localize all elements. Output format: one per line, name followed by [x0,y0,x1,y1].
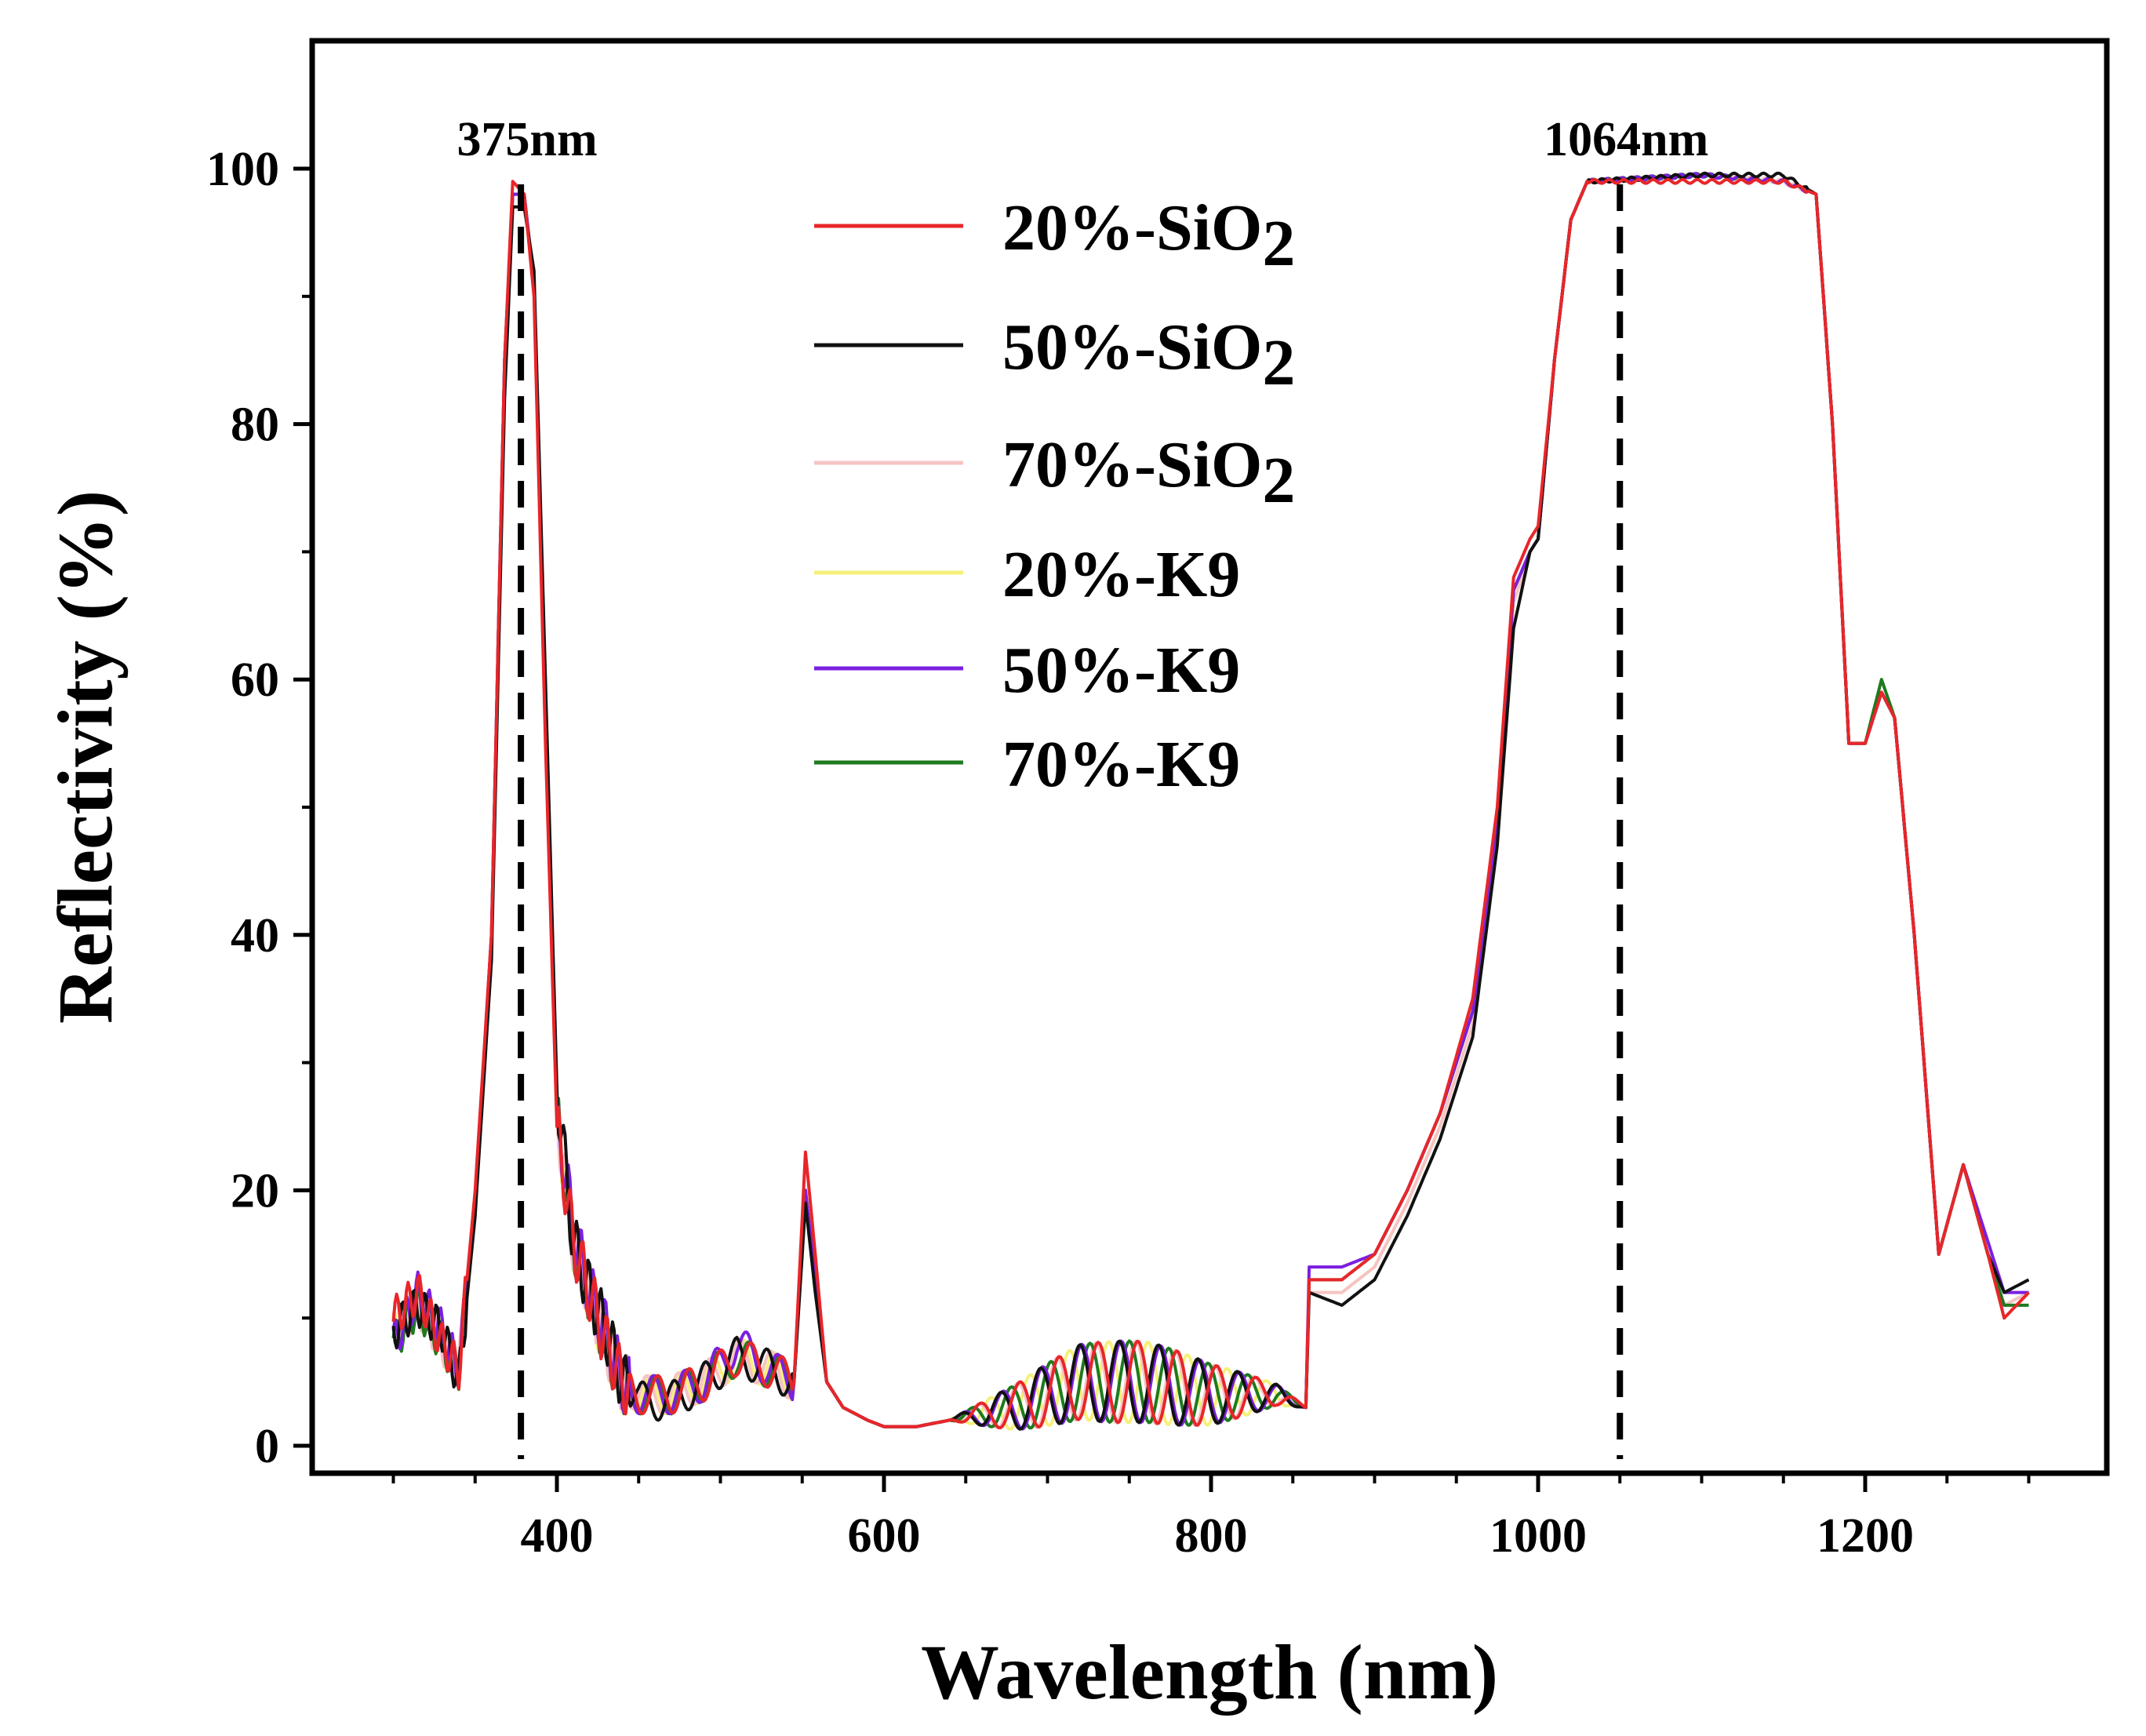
legend-label-4: 20%-K9 [1002,538,1240,611]
x-axis-title: Wavelength (nm) [921,1629,1498,1716]
axis-ticks: 400 600 800 1000 1200 0 20 40 60 80 100 [206,143,2031,1563]
x-tick-label: 600 [848,1509,921,1563]
legend-label-5: 50%-K9 [1002,634,1240,707]
peak-label-1064nm: 1064nm [1544,113,1708,166]
y-tick-label: 100 [206,143,279,196]
y-tick-label: 40 [231,909,279,963]
x-tick-label: 400 [521,1509,594,1563]
x-tick-label: 1200 [1817,1509,1914,1563]
x-tick-label: 1000 [1489,1509,1587,1563]
x-tick-label: 800 [1175,1509,1248,1563]
y-tick-label: 60 [231,653,279,707]
y-tick-label: 80 [231,399,279,452]
y-tick-label: 20 [231,1164,279,1217]
series-layer [391,171,2030,1431]
y-tick-label: 0 [255,1420,279,1473]
legend-label-6: 70%-K9 [1002,728,1240,801]
y-axis-title: Reflectivity (%) [42,490,129,1024]
series-line-20-sio2 [391,177,2030,1430]
peak-label-375nm: 375nm [457,113,598,166]
reference-lines: 375nm 1064nm [457,113,1708,1459]
